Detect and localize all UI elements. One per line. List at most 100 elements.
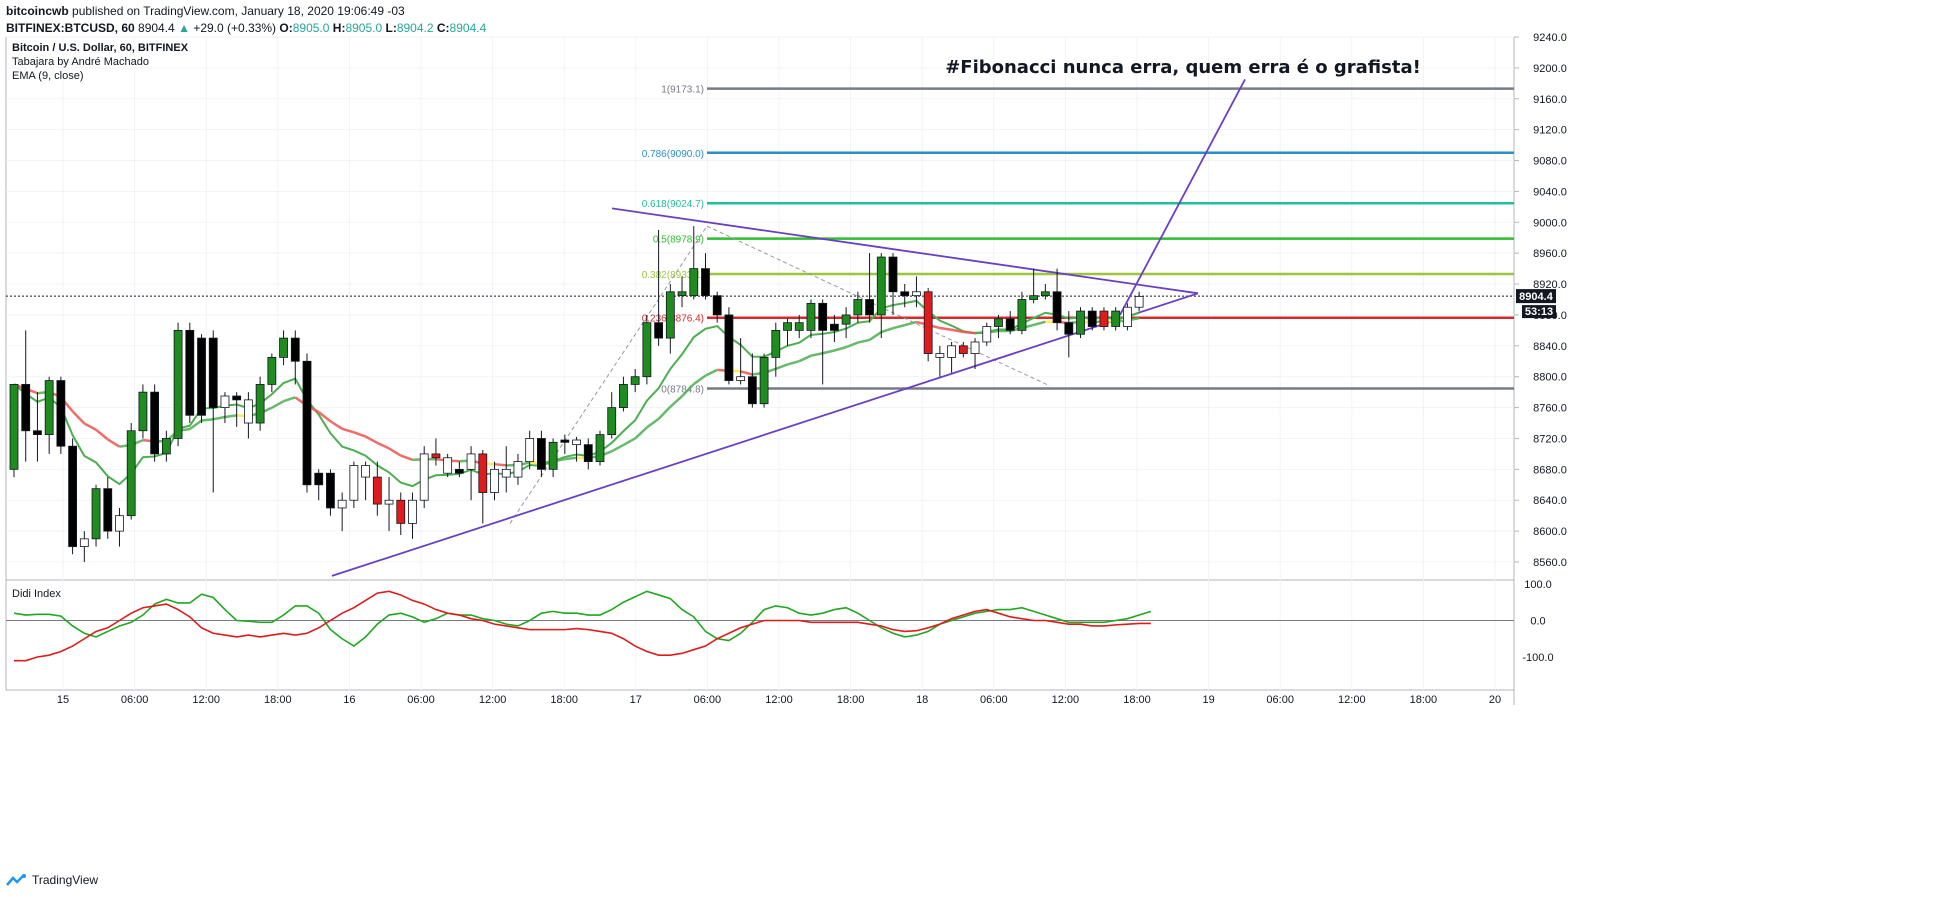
fibonacci-retracement[interactable]: 1(9173.1) 0.786(9090.0) 0.618(9024.7) 0.5(8…: [509, 85, 1514, 524]
x-tick-label: 17: [630, 694, 642, 706]
x-tick-label: 12:00: [479, 694, 507, 706]
candle-body: [548, 441, 558, 470]
y-tick-label: 9120.0: [1533, 125, 1567, 137]
candle-body: [759, 357, 769, 405]
tabajara-ma-segment: [83, 422, 97, 431]
candle-body: [841, 314, 851, 325]
x-tick-label: 12:00: [1052, 694, 1080, 706]
candle-body: [419, 453, 429, 501]
trendline: [331, 292, 1199, 577]
candle-body: [361, 465, 371, 478]
candle-body: [267, 357, 277, 385]
tabajara-ma-segment: [845, 341, 859, 349]
candle-body: [1099, 310, 1109, 327]
didi-green-line: [13, 590, 1152, 648]
candle-body: [255, 384, 265, 424]
footer-brand[interactable]: TradingView: [6, 873, 98, 887]
candle-body: [912, 291, 921, 297]
candle-body: [68, 445, 77, 547]
fib-level-label: 1(9173.1): [661, 85, 704, 96]
candle-body: [337, 499, 347, 509]
tabajara-ma-segment: [317, 411, 332, 423]
tabajara-ma-segment: [822, 349, 835, 355]
candle-body: [677, 291, 687, 297]
candle-body: [208, 337, 218, 408]
candle-body: [21, 384, 31, 432]
tabajara-ma-segment: [376, 441, 390, 450]
candle-body: [607, 407, 617, 436]
candle-body: [783, 322, 792, 331]
close-label: C:: [436, 21, 450, 35]
tabajara-ma-segment: [622, 437, 636, 447]
y-tick-label: 8800.0: [1533, 372, 1567, 384]
trendline: [611, 207, 1199, 295]
x-tick-label: 18:00: [1123, 694, 1151, 706]
x-tick-label: 20: [1489, 694, 1501, 706]
candle-body: [630, 376, 640, 385]
tabajara-ma-segment: [681, 383, 695, 398]
tabajara-ma-segment: [657, 405, 672, 420]
price-axis[interactable]: 9240.0 9200.0 9160.0 9120.0 9080.0 9040.0 9000…: [57, 32, 1567, 706]
candle-body: [161, 438, 171, 455]
candle-body: [525, 438, 535, 463]
candle-body: [279, 337, 288, 358]
x-tick-label: 15: [57, 694, 69, 706]
tabajara-ma-segment: [669, 395, 683, 408]
countdown-text: 53:13: [1525, 306, 1553, 318]
candle-body: [396, 499, 406, 524]
fib-level-label: 0(8784.8): [661, 384, 704, 395]
tabajara-ma-segment: [224, 414, 237, 419]
candle-body: [197, 337, 206, 416]
candle-body: [326, 472, 335, 509]
candle-body: [923, 291, 933, 354]
x-tick-label: 06:00: [980, 694, 1008, 706]
candle-body: [232, 395, 242, 401]
open-value: 8905.0: [292, 21, 330, 35]
candle-body: [91, 488, 101, 540]
candle-body: [747, 376, 757, 405]
candle-body: [1029, 295, 1039, 300]
tabajara-ma-segment: [868, 331, 882, 341]
candle-body: [1076, 310, 1085, 335]
y-tick-label: 8720.0: [1533, 433, 1567, 445]
candle-body: [1123, 306, 1132, 327]
candle-body: [290, 337, 300, 362]
tabajara-ma-segment: [1033, 320, 1046, 327]
candle-body: [982, 326, 992, 343]
trendlines[interactable]: [331, 79, 1246, 577]
didi-index-panel: 100.0 0.0 -100.0 Didi Index: [6, 579, 1554, 664]
x-tick-label: 06:00: [694, 694, 722, 706]
candle-body: [900, 291, 910, 297]
publish-info: bitcoincwb published on TradingView.com,…: [6, 4, 405, 18]
author-name[interactable]: bitcoincwb: [6, 4, 69, 18]
candle-body: [806, 302, 816, 331]
y-tick-label: 8560.0: [1533, 557, 1567, 569]
candle-body: [372, 476, 382, 505]
tabajara-ma-segment: [329, 420, 343, 430]
candle-body: [794, 322, 804, 331]
y-tick-label: 8840.0: [1533, 341, 1567, 353]
high-value: 8905.0: [345, 21, 383, 35]
x-tick-label: 18:00: [264, 694, 292, 706]
brand-label: TradingView: [32, 873, 99, 887]
candle-body: [490, 468, 499, 493]
y-tick-label: 8600.0: [1533, 526, 1567, 538]
candle-body: [1017, 299, 1027, 331]
didi-tick-label: -100.0: [1522, 652, 1553, 664]
x-tick-label: 12:00: [765, 694, 793, 706]
y-tick-label: 9160.0: [1533, 94, 1567, 106]
candle-body: [1052, 291, 1062, 324]
close-value: 8904.4: [449, 21, 487, 35]
tabajara-ma-segment: [494, 462, 507, 467]
candle-body: [173, 329, 183, 439]
tabajara-ma-segment: [646, 417, 660, 429]
candle-body: [44, 380, 54, 436]
symbol-label: BITFINEX:BTCUSD, 60: [6, 21, 135, 35]
last-price-tag: [1516, 289, 1556, 304]
candle-body: [560, 439, 570, 443]
candle-body: [619, 384, 628, 408]
tabajara-ma-segment: [271, 400, 285, 409]
candle-body: [1005, 318, 1015, 331]
tabajara-ma-segment: [213, 415, 226, 421]
